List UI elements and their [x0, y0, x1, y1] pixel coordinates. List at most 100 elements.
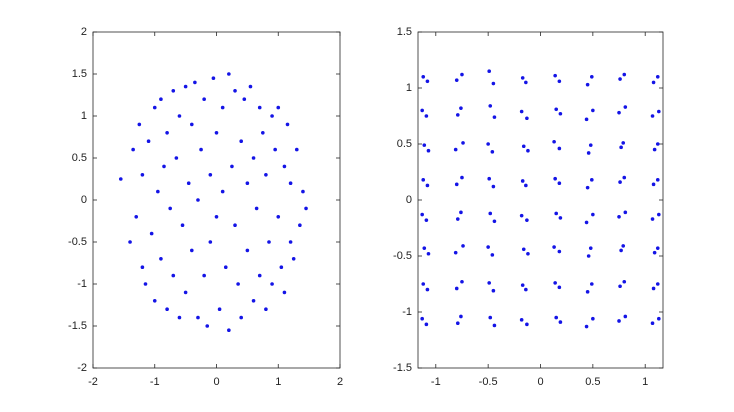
point: [650, 114, 655, 118]
point: [655, 142, 660, 146]
point: [168, 206, 172, 211]
point: [553, 176, 557, 181]
point: [454, 78, 459, 82]
x-tick-label: 1: [642, 376, 648, 388]
y-tick-label: 0: [406, 194, 412, 206]
point: [552, 139, 556, 144]
y-tick-label: -1.5: [393, 362, 412, 374]
point: [553, 281, 557, 285]
point: [183, 290, 188, 295]
point: [621, 244, 626, 248]
point: [525, 116, 529, 121]
point: [304, 206, 308, 211]
point: [525, 322, 529, 327]
point: [590, 75, 594, 79]
y-tick-label: 1.5: [72, 68, 87, 80]
point: [520, 179, 525, 183]
point: [521, 144, 526, 149]
point: [460, 175, 464, 180]
point: [267, 240, 271, 244]
point: [652, 250, 657, 255]
point: [426, 148, 431, 153]
x-tick-label: 0: [537, 376, 543, 388]
point: [140, 265, 145, 270]
point: [651, 286, 656, 291]
point: [118, 177, 123, 181]
point: [461, 244, 465, 248]
point: [617, 110, 621, 115]
point: [454, 182, 459, 187]
point: [622, 72, 627, 77]
point: [524, 287, 528, 292]
point: [276, 215, 281, 219]
point: [617, 215, 621, 219]
y-tick-label: -0.5: [393, 250, 412, 262]
point: [459, 210, 463, 215]
point: [159, 97, 163, 101]
point: [282, 164, 287, 169]
point: [421, 75, 426, 79]
point: [521, 247, 526, 252]
point: [519, 318, 524, 322]
point: [421, 178, 426, 182]
point: [557, 181, 562, 185]
point: [490, 253, 495, 257]
point: [208, 173, 213, 177]
point: [177, 114, 182, 118]
point: [422, 246, 427, 250]
point: [248, 84, 253, 89]
point: [236, 282, 240, 286]
point: [585, 185, 590, 190]
point: [623, 105, 628, 109]
point: [557, 285, 562, 290]
point: [488, 104, 493, 108]
point: [227, 72, 231, 76]
point: [524, 80, 528, 85]
point: [657, 109, 661, 114]
axes-box: [92, 31, 341, 369]
point: [554, 107, 559, 112]
point: [618, 180, 622, 184]
point: [279, 265, 284, 270]
point: [584, 117, 589, 122]
point: [288, 181, 293, 185]
point: [424, 114, 429, 118]
point: [426, 251, 431, 256]
axes-box: [417, 31, 664, 369]
point: [585, 82, 590, 87]
x-tick-label: 0.5: [585, 376, 600, 388]
y-tick-label: 1: [406, 82, 412, 94]
point: [425, 79, 430, 84]
point: [137, 122, 142, 127]
point: [622, 175, 627, 180]
point: [619, 248, 623, 253]
point: [177, 315, 182, 320]
point: [282, 290, 287, 295]
point: [227, 328, 231, 333]
point: [143, 282, 148, 286]
point: [552, 245, 556, 249]
point: [159, 257, 163, 261]
point: [196, 198, 200, 202]
y-tick-label: 0: [81, 194, 87, 206]
point: [270, 282, 274, 286]
point: [285, 122, 290, 127]
point: [525, 218, 529, 222]
point: [183, 84, 188, 89]
x-tick-label: -0.5: [479, 376, 498, 388]
y-tick-label: -1: [402, 306, 412, 318]
point: [242, 97, 247, 101]
point: [270, 114, 274, 118]
point: [554, 315, 559, 320]
point: [590, 178, 594, 182]
point: [652, 147, 657, 152]
point: [146, 139, 151, 143]
point: [134, 215, 139, 219]
point: [131, 147, 135, 152]
point: [553, 73, 557, 78]
point: [487, 281, 491, 285]
y-tick-label: -2: [77, 362, 87, 374]
point: [165, 307, 169, 312]
point: [586, 254, 591, 258]
point: [171, 273, 176, 278]
